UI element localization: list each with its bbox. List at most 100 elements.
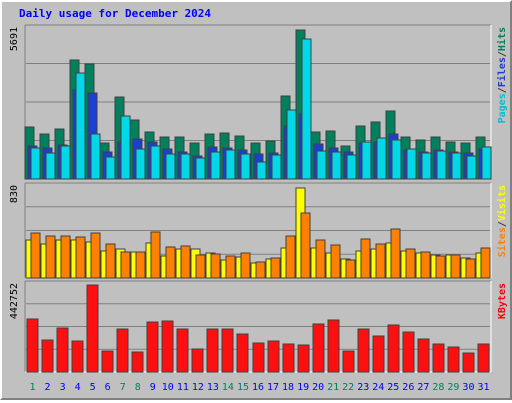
x-tick-label-day-19: 19	[297, 382, 309, 393]
bar-pages-day-30	[466, 155, 477, 180]
bar-sites-day-10	[165, 246, 176, 279]
bar-pages-day-17	[271, 154, 282, 180]
bar-pages-day-5	[90, 133, 101, 180]
bar-pages-day-14	[225, 149, 236, 180]
bar-sites-day-2	[45, 235, 56, 279]
bar-sites-day-7	[120, 251, 131, 279]
bar-pages-day-3	[60, 145, 71, 180]
bar-pages-day-8	[135, 148, 146, 180]
bar-kbytes-day-14	[221, 328, 234, 373]
x-tick-label-day-24: 24	[372, 382, 384, 393]
bar-kbytes-day-23	[357, 328, 370, 373]
bar-kbytes-day-4	[71, 340, 84, 373]
panel-1-legend: Pages/Files/Hits	[496, 27, 508, 123]
bar-pages-day-21	[331, 151, 342, 180]
bar-pages-day-13	[210, 151, 221, 180]
x-tick-label-day-5: 5	[90, 382, 96, 393]
bar-sites-day-17	[270, 257, 281, 279]
legend-entry: /	[497, 87, 508, 93]
x-tick-label-day-22: 22	[342, 382, 354, 393]
bar-sites-day-29	[450, 254, 461, 279]
bar-kbytes-day-3	[56, 327, 69, 373]
bar-pages-day-22	[346, 154, 357, 180]
bar-sites-day-26	[405, 248, 416, 279]
bar-pages-day-16	[256, 161, 267, 180]
panel-2-legend: Sites/Visits	[496, 185, 508, 257]
bar-kbytes-day-24	[372, 335, 385, 373]
chart-title: Daily usage for December 2024	[19, 7, 211, 20]
x-tick-label-day-12: 12	[192, 382, 204, 393]
bar-sites-day-28	[435, 255, 446, 279]
x-tick-label-day-10: 10	[162, 382, 174, 393]
bar-kbytes-day-6	[101, 350, 114, 373]
bar-sites-day-25	[390, 228, 401, 279]
bar-pages-day-9	[150, 145, 161, 180]
bar-kbytes-day-2	[41, 339, 54, 373]
bar-pages-day-10	[165, 153, 176, 180]
bar-kbytes-day-10	[161, 320, 174, 373]
bar-sites-day-22	[345, 259, 356, 279]
panel-3-axis-max-label: 442752	[9, 283, 20, 319]
x-tick-label-day-13: 13	[207, 382, 219, 393]
panel-1-axis-max-label: 5691	[9, 27, 20, 51]
bar-kbytes-day-29	[447, 346, 460, 373]
bar-sites-day-13	[210, 253, 221, 279]
x-tick-label-day-16: 16	[252, 382, 264, 393]
x-tick-label-day-27: 27	[417, 382, 429, 393]
x-tick-label-day-28: 28	[432, 382, 444, 393]
bar-sites-day-8	[135, 251, 146, 279]
bar-pages-day-12	[195, 157, 206, 180]
bar-sites-day-12	[195, 254, 206, 279]
legend-entry: Sites	[496, 227, 508, 257]
bar-sites-day-31	[480, 247, 491, 279]
x-tick-label-day-4: 4	[75, 382, 81, 393]
panel-3-legend: KBytes	[497, 283, 508, 319]
bar-sites-day-4	[75, 236, 86, 279]
x-tick-label-day-20: 20	[312, 382, 324, 393]
bar-pages-day-29	[451, 152, 462, 180]
bar-pages-day-26	[406, 148, 417, 180]
bar-sites-day-20	[315, 239, 326, 279]
bar-kbytes-day-25	[387, 324, 400, 373]
daily-usage-chart: Daily usage for December 2024 5691Pages/…	[9, 7, 508, 393]
bar-sites-day-19	[300, 212, 311, 279]
bar-sites-day-6	[105, 243, 116, 279]
x-tick-label-day-21: 21	[327, 382, 339, 393]
bar-kbytes-day-16	[252, 342, 265, 373]
x-tick-label-day-8: 8	[135, 382, 141, 393]
bar-sites-day-14	[225, 255, 236, 279]
bar-pages-day-31	[481, 146, 492, 180]
legend-entry: /	[497, 51, 508, 57]
bar-kbytes-day-20	[312, 323, 325, 373]
x-tick-label-day-26: 26	[402, 382, 414, 393]
bar-pages-day-24	[376, 137, 387, 180]
bar-kbytes-day-11	[176, 328, 189, 373]
bar-pages-day-19	[301, 38, 312, 180]
bar-pages-day-7	[120, 115, 131, 180]
bar-sites-day-30	[465, 258, 476, 279]
bar-kbytes-day-22	[342, 350, 355, 373]
x-tick-label-day-25: 25	[387, 382, 399, 393]
bar-kbytes-day-12	[191, 348, 204, 373]
bar-sites-day-11	[180, 245, 191, 279]
x-tick-label-day-18: 18	[282, 382, 294, 393]
bar-kbytes-day-26	[402, 331, 415, 373]
x-tick-label-day-23: 23	[357, 382, 369, 393]
legend-entry: Hits	[496, 27, 508, 51]
x-tick-label-day-6: 6	[105, 382, 111, 393]
x-tick-label-day-9: 9	[150, 382, 156, 393]
x-tick-label-day-30: 30	[462, 382, 474, 393]
bar-pages-day-23	[361, 141, 372, 180]
bar-sites-day-21	[330, 244, 341, 279]
x-tick-label-day-17: 17	[267, 382, 279, 393]
bar-pages-day-27	[421, 152, 432, 180]
bar-pages-day-25	[391, 139, 402, 180]
bar-pages-day-11	[180, 153, 191, 180]
legend-entry: Pages	[497, 93, 508, 123]
bar-kbytes-day-13	[206, 328, 219, 373]
bar-kbytes-day-1	[26, 318, 39, 373]
legend-entry: Visits	[496, 185, 508, 221]
x-tick-label-day-29: 29	[447, 382, 459, 393]
bar-kbytes-day-19	[297, 344, 310, 373]
